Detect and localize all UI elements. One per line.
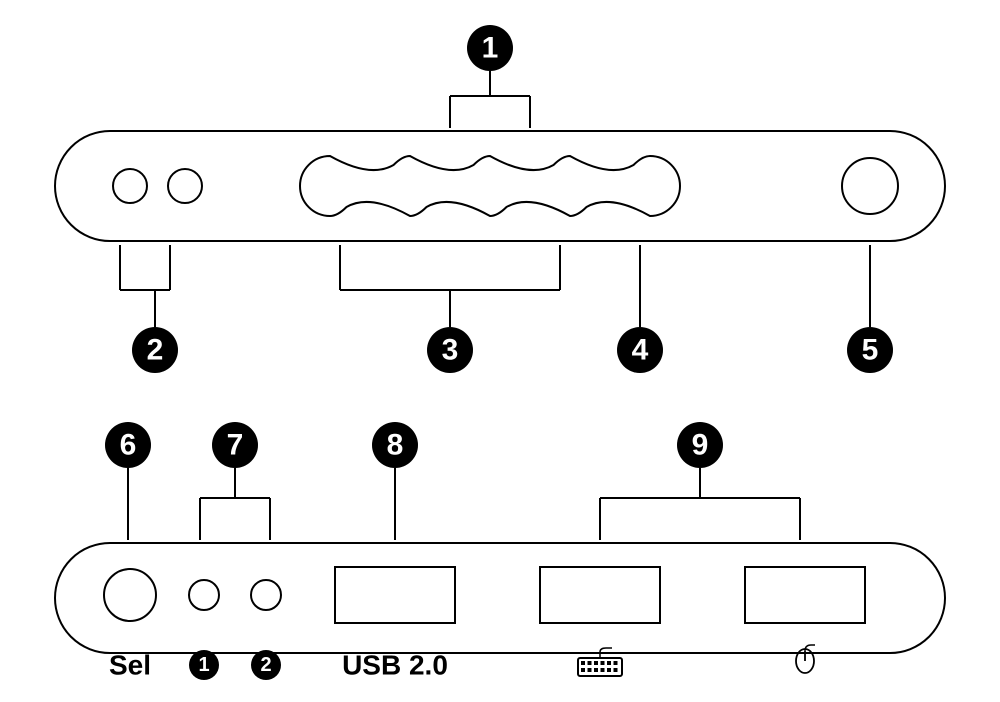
callout-8-number: 8: [387, 429, 404, 462]
led-1: [189, 580, 219, 610]
callout-5: 5: [847, 245, 893, 373]
callout-3-number: 3: [442, 334, 459, 367]
top-lobed-slot: [300, 156, 680, 216]
device-diagram: Sel 1 2 USB 2.0 1 2 3 4 5 6 7 8 9: [0, 0, 1000, 702]
callout-7-number: 7: [227, 429, 244, 462]
callout-2: 2: [120, 245, 178, 373]
callout-3: 3: [340, 245, 560, 373]
callout-1-number: 1: [482, 32, 499, 65]
callout-5-number: 5: [862, 334, 879, 367]
callout-1: 1: [450, 25, 530, 128]
mouse-icon: [796, 645, 815, 673]
callout-6-number: 6: [120, 429, 137, 462]
usb-port-2: [540, 567, 660, 623]
top-panel: [55, 131, 945, 241]
label-badge-2: 2: [260, 654, 271, 676]
usb-port-3: [745, 567, 865, 623]
callout-4-number: 4: [632, 334, 649, 367]
callout-7: 7: [200, 422, 270, 540]
sel-button: [104, 569, 156, 621]
callout-6: 6: [105, 422, 151, 540]
callout-2-number: 2: [147, 334, 164, 367]
label-sel: Sel: [109, 650, 151, 681]
callout-4: 4: [617, 245, 663, 373]
callout-8: 8: [372, 422, 418, 540]
top-big-hole: [842, 158, 898, 214]
callout-9-number: 9: [692, 429, 709, 462]
label-usb: USB 2.0: [342, 650, 448, 681]
usb-port-1: [335, 567, 455, 623]
callout-9: 9: [600, 422, 800, 540]
top-small-hole-1: [113, 169, 147, 203]
top-small-hole-2: [168, 169, 202, 203]
label-badge-1: 1: [198, 654, 209, 676]
led-2: [251, 580, 281, 610]
